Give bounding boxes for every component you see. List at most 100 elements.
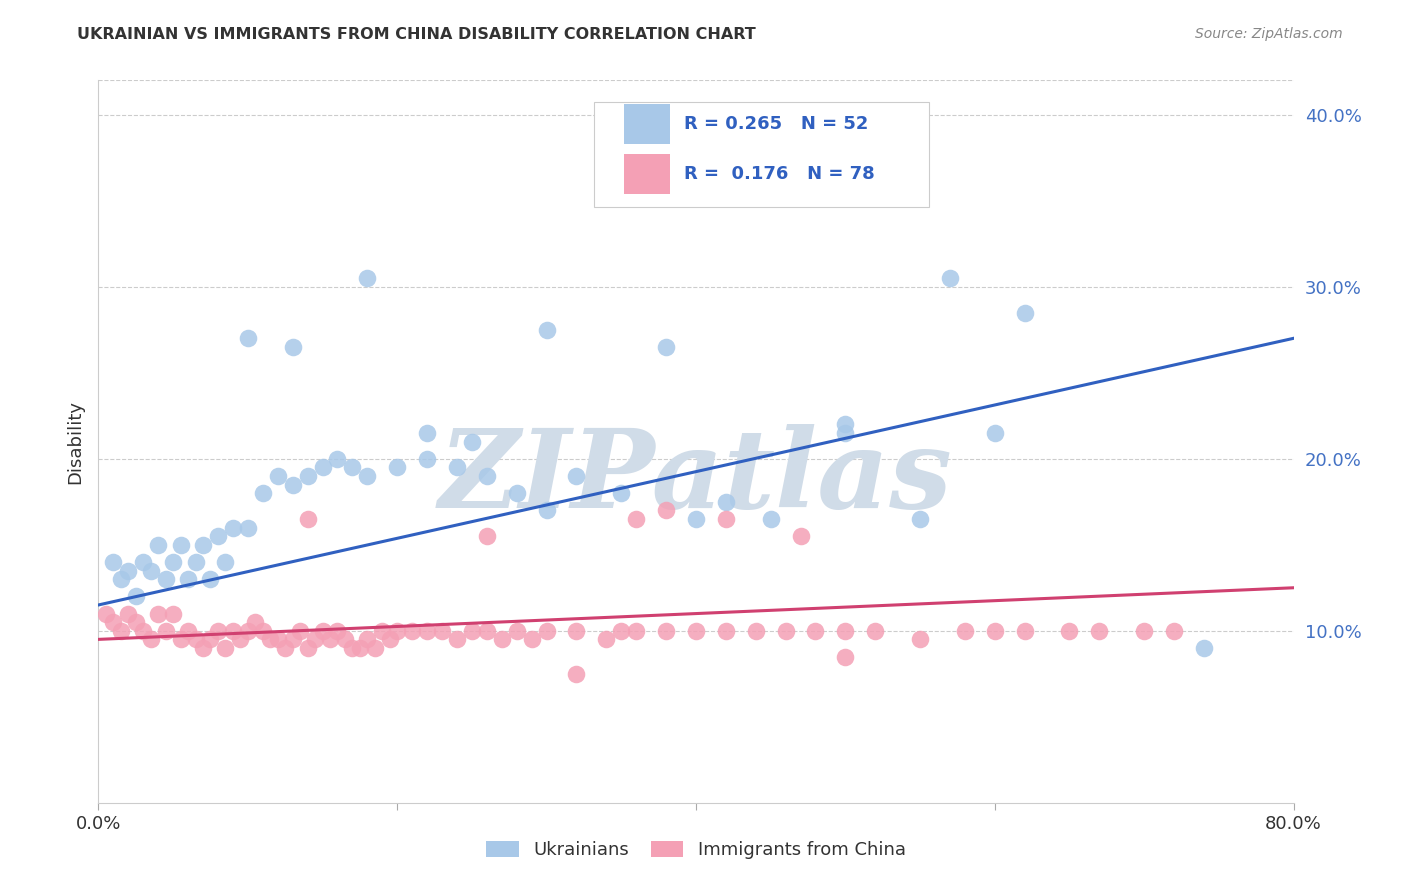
Point [117, 607, 139, 621]
Point [267, 469, 290, 483]
Point [461, 434, 484, 449]
Point [214, 555, 236, 569]
Point [430, 624, 453, 638]
Point [1014, 305, 1036, 319]
Point [139, 632, 162, 647]
Point [1014, 624, 1036, 638]
Point [103, 555, 125, 569]
Point [274, 640, 297, 655]
Point [169, 632, 191, 647]
Point [834, 417, 856, 432]
Point [162, 555, 184, 569]
Point [953, 624, 976, 638]
Point [685, 624, 707, 638]
Point [655, 503, 678, 517]
Point [184, 555, 207, 569]
Point [191, 640, 214, 655]
Point [311, 624, 333, 638]
Point [281, 340, 304, 354]
Point [371, 624, 394, 638]
Point [191, 538, 214, 552]
Point [834, 624, 856, 638]
Point [536, 624, 558, 638]
Point [475, 469, 498, 483]
Point [491, 632, 513, 647]
Point [461, 624, 484, 638]
FancyBboxPatch shape [624, 104, 669, 144]
Point [94, 607, 117, 621]
Point [288, 624, 311, 638]
Text: ZIPatlas: ZIPatlas [439, 424, 953, 532]
Point [110, 572, 132, 586]
Point [177, 572, 200, 586]
Point [378, 632, 401, 647]
Point [984, 624, 1007, 638]
Point [125, 615, 148, 630]
Point [745, 624, 768, 638]
Point [236, 624, 259, 638]
Text: Source: ZipAtlas.com: Source: ZipAtlas.com [1195, 27, 1343, 41]
Point [281, 477, 304, 491]
Point [252, 486, 274, 500]
Point [565, 666, 588, 681]
Point [311, 460, 333, 475]
Point [333, 632, 356, 647]
Point [401, 624, 423, 638]
Text: R = 0.265   N = 52: R = 0.265 N = 52 [685, 115, 869, 133]
Point [714, 494, 737, 508]
Point [229, 632, 252, 647]
Point [520, 632, 543, 647]
Text: UKRAINIAN VS IMMIGRANTS FROM CHINA DISABILITY CORRELATION CHART: UKRAINIAN VS IMMIGRANTS FROM CHINA DISAB… [77, 27, 756, 42]
Point [281, 632, 304, 647]
Point [834, 649, 856, 664]
Point [356, 271, 378, 285]
Point [356, 632, 378, 647]
Point [446, 460, 468, 475]
Point [655, 624, 678, 638]
Point [155, 572, 177, 586]
Point [132, 555, 155, 569]
Point [446, 632, 468, 647]
Point [110, 624, 132, 638]
Point [297, 640, 319, 655]
Point [342, 640, 364, 655]
Point [297, 512, 319, 526]
Point [565, 469, 588, 483]
Point [565, 624, 588, 638]
Point [349, 640, 371, 655]
Point [385, 460, 409, 475]
Point [222, 520, 245, 534]
Point [1059, 624, 1081, 638]
Point [326, 451, 349, 466]
Point [184, 632, 207, 647]
Point [1163, 624, 1185, 638]
Point [125, 590, 148, 604]
Point [804, 624, 827, 638]
Point [162, 607, 184, 621]
Point [245, 615, 267, 630]
Point [222, 624, 245, 638]
Point [207, 529, 229, 543]
Point [326, 624, 349, 638]
Point [908, 512, 931, 526]
Point [536, 323, 558, 337]
Point [984, 425, 1007, 440]
Point [155, 624, 177, 638]
Point [506, 624, 529, 638]
Point [319, 632, 342, 647]
Point [610, 624, 633, 638]
Point [789, 529, 811, 543]
Point [304, 632, 326, 647]
Point [775, 624, 797, 638]
Point [416, 425, 439, 440]
Point [626, 512, 648, 526]
Point [1133, 624, 1156, 638]
Text: R =  0.176   N = 78: R = 0.176 N = 78 [685, 165, 875, 183]
Point [200, 632, 222, 647]
Point [356, 469, 378, 483]
FancyBboxPatch shape [595, 102, 929, 207]
Point [416, 451, 439, 466]
Point [536, 503, 558, 517]
Point [297, 469, 319, 483]
Point [342, 460, 364, 475]
